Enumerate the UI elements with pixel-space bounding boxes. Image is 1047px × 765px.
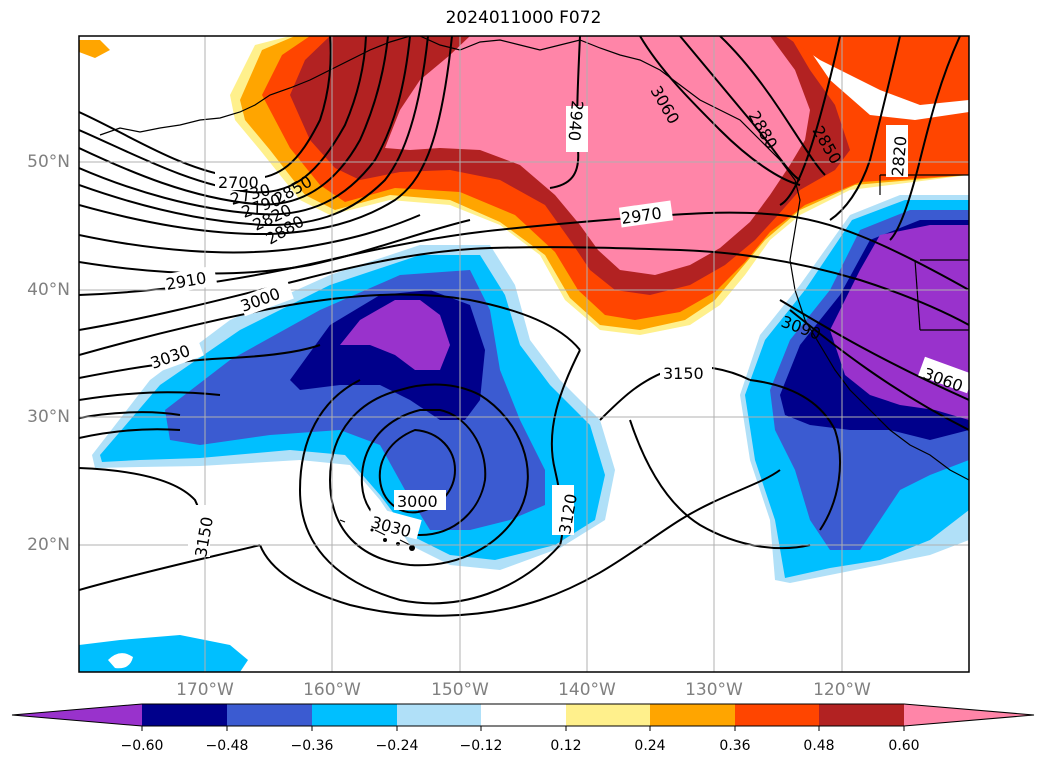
- colorbar-tick-label: −0.24: [375, 738, 419, 754]
- colorbar-swatch: [481, 704, 566, 726]
- colorbar-swatch: [227, 704, 312, 726]
- colorbar-tick-label: −0.12: [459, 738, 503, 754]
- colorbar-tick-label: 0.60: [888, 738, 920, 754]
- coastlines: [99, 36, 969, 546]
- contour-label: 2940: [564, 100, 586, 142]
- map-plot-area: 2700 2730 2790 2820 2850 2880 2910 2940 …: [79, 36, 969, 672]
- height-contours: [79, 36, 969, 617]
- negative-anomaly-east: [740, 195, 969, 583]
- anomaly-gap: [108, 653, 133, 669]
- contour-label: 2700: [218, 173, 259, 192]
- colorbar-tick-label: 0.48: [803, 738, 835, 754]
- colorbar-tick-label: −0.60: [120, 738, 164, 754]
- gridlines: [79, 36, 969, 672]
- colorbar-swatch: [819, 704, 904, 726]
- colorbar-tick-label: −0.48: [205, 738, 249, 754]
- colorbar-swatch: [397, 704, 481, 726]
- lon-label: 130°W: [685, 680, 743, 700]
- colorbar-ticks: [141, 726, 905, 731]
- lat-label: 50°N: [27, 152, 70, 172]
- contour-label: 3150: [663, 364, 704, 383]
- lat-label: 30°N: [27, 407, 70, 427]
- lon-label: 150°W: [431, 680, 489, 700]
- lon-label: 170°W: [176, 680, 234, 700]
- colorbar-tick-label: 0.12: [550, 738, 582, 754]
- colorbar-swatch: [12, 704, 142, 726]
- lat-label: 40°N: [27, 280, 70, 300]
- map-frame: [78, 35, 970, 673]
- colorbar-tick-label: 0.36: [719, 738, 751, 754]
- lon-label: 120°W: [813, 680, 871, 700]
- colorbar-tick-label: −0.36: [290, 738, 334, 754]
- lat-label: 20°N: [27, 535, 70, 555]
- colorbar-swatch: [904, 704, 1034, 726]
- colorbar-swatch: [566, 704, 650, 726]
- colorbar-swatch: [142, 704, 227, 726]
- lon-label: 160°W: [303, 680, 361, 700]
- colorbar-swatch: [312, 704, 397, 726]
- map-title: 2024011000 F072: [445, 8, 602, 28]
- colorbar-tick-label: 0.24: [634, 738, 666, 754]
- colorbar-swatch: [650, 704, 735, 726]
- colorbar-swatch: [735, 704, 819, 726]
- contour-label: 2820: [888, 135, 910, 177]
- negative-anomaly-central: [92, 245, 615, 570]
- colorbar: [11, 703, 1035, 731]
- contour-label: 3000: [397, 492, 438, 511]
- lon-label: 140°W: [558, 680, 616, 700]
